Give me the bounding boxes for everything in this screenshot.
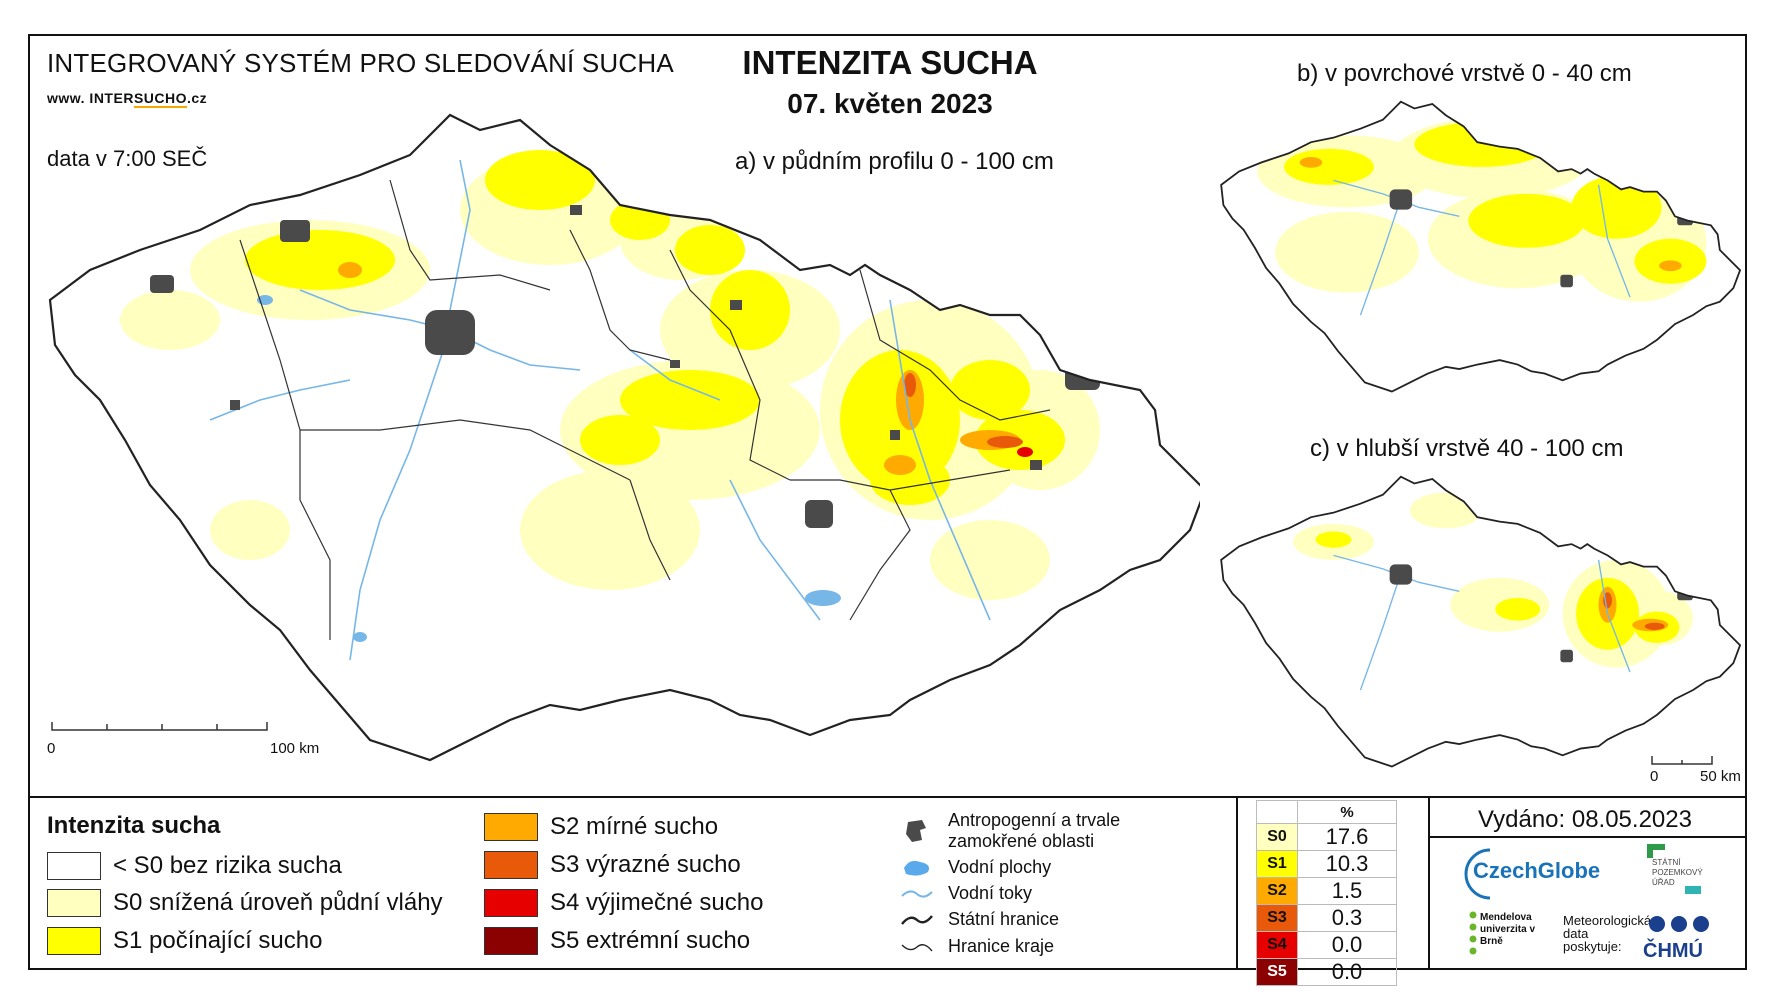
legend-swatch (47, 927, 101, 955)
region-border-icon (901, 943, 933, 951)
legend-item: S1 počínající sucho (47, 927, 322, 955)
legend-swatch (47, 852, 101, 880)
chmu-logo-icon (1649, 916, 1709, 932)
czechglobe-logo-icon (1464, 848, 1491, 900)
legend-item: S0 snížená úroveň půdní vláhy (47, 889, 443, 917)
issued-divider (1428, 836, 1747, 838)
meteo-provider-text: Meteorologická data poskytuje: (1563, 913, 1652, 954)
legend-swatch (484, 889, 538, 917)
legend-item: S3 výrazné sucho (484, 851, 741, 879)
legend-symbol: Státní hranice (900, 909, 1059, 930)
legend-divider (28, 796, 1747, 798)
issued-date: Vydáno: 08.05.2023 (1478, 806, 1692, 833)
main-drought-map (48, 113, 1200, 762)
data-time: data v 7:00 SEČ (47, 146, 208, 171)
legend-symbol: Vodní toky (900, 883, 1032, 904)
river-icon (901, 889, 933, 898)
water-body-icon (904, 860, 929, 876)
table-row: S0 17.6 (1256, 823, 1397, 851)
legend-divider-3 (1428, 796, 1430, 970)
scale-bar-main (51, 722, 268, 731)
legend-item: S4 výjimečné sucho (484, 889, 763, 917)
spu-logo-icon (1647, 844, 1701, 894)
drought-stats-table: % S0 17.6 S1 10.3 S2 1.5 S3 0.3 S4 0.0 S… (1256, 800, 1397, 986)
legend-swatch (484, 813, 538, 841)
map-date: 07. květen 2023 (787, 88, 993, 119)
legend-swatch (47, 889, 101, 917)
legend-title: Intenzita sucha (47, 812, 221, 839)
scale-bar-small (1651, 756, 1713, 765)
czechglobe-logo: CzechGlobe (1473, 858, 1601, 883)
legend-item: S2 mírné sucho (484, 813, 718, 841)
mendel-logo-icon (1469, 911, 1477, 955)
chmu-logo: ČHMÚ (1643, 940, 1703, 962)
surface-layer-map (1220, 100, 1742, 393)
legend-item: < S0 bez rizika sucha (47, 852, 342, 880)
legend-symbol: Antropogenní a trvale zamokřené oblasti (900, 810, 1200, 852)
legend-divider-2 (1236, 796, 1238, 970)
legend-swatch (484, 927, 538, 955)
deep-layer-map (1220, 475, 1742, 768)
main-title: INTENZITA SUCHA (742, 44, 1038, 81)
map-frame (28, 34, 1747, 970)
spu-logo: STÁTNÍ POZEMKOVÝ ÚŘAD (1652, 858, 1703, 887)
scale-small-start: 0 (1650, 768, 1659, 785)
state-border-icon (901, 914, 933, 925)
table-row: S4 0.0 (1256, 931, 1397, 959)
scale-main-start: 0 (47, 740, 56, 757)
mendel-logo: Mendelova univerzita v Brně (1480, 912, 1536, 947)
urban-area-icon (906, 820, 926, 842)
table-row: S2 1.5 (1256, 877, 1397, 905)
map-b-label: b) v povrchové vrstvě 0 - 40 cm (1297, 60, 1632, 87)
table-row: S3 0.3 (1256, 904, 1397, 932)
website-link[interactable]: www. INTERSUCHO.cz (47, 90, 208, 108)
legend-item: S5 extrémní sucho (484, 927, 750, 955)
stats-header: % (1297, 800, 1397, 824)
scale-main-end: 100 km (270, 740, 320, 757)
table-row: S5 0.0 (1256, 958, 1397, 986)
map-a-label: a) v půdním profilu 0 - 100 cm (735, 148, 1054, 175)
scale-small-end: 50 km (1700, 768, 1741, 785)
system-title: INTEGROVANÝ SYSTÉM PRO SLEDOVÁNÍ SUCHA (47, 48, 674, 78)
table-row: % (1256, 800, 1397, 824)
table-row: S1 10.3 (1256, 850, 1397, 878)
legend-symbol: Vodní plochy (900, 856, 1051, 878)
legend-symbol: Hranice kraje (900, 936, 1054, 957)
map-c-label: c) v hlubší vrstvě 40 - 100 cm (1310, 435, 1624, 462)
legend-swatch (484, 851, 538, 879)
